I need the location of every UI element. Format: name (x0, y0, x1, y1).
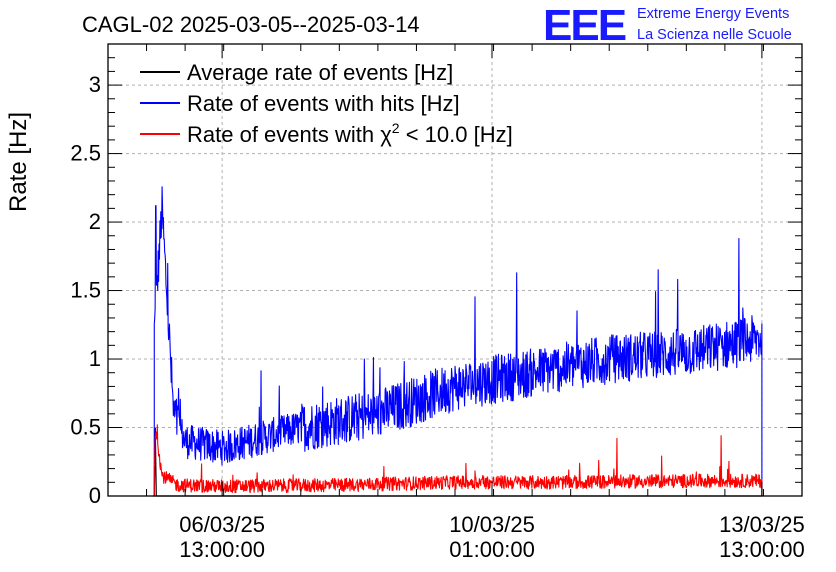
y-tick-labels: 0 0.5 1 1.5 2 2.5 3 (70, 72, 101, 508)
y-tick-label: 0.5 (70, 415, 101, 440)
y-tick-label: 2 (89, 209, 101, 234)
logo-line-2: La Scienza nelle Scuole (637, 27, 792, 43)
y-tick-label: 1 (89, 346, 101, 371)
legend-chi2-superscript: 2 (392, 120, 400, 136)
eee-logo: EEE Extreme Energy Events La Scienza nel… (543, 1, 792, 50)
y-axis-label: Rate [Hz] (5, 112, 32, 212)
eee-logo-text: EEE (543, 1, 626, 50)
y-tick-label: 1.5 (70, 278, 101, 303)
x-tick-label-date: 13/03/25 (719, 512, 805, 537)
x-tick-label-date: 10/03/25 (449, 512, 535, 537)
legend-chi2-prefix: Rate of events with (187, 122, 380, 147)
logo-line-1: Extreme Energy Events (637, 6, 789, 22)
legend-label-average: Average rate of events [Hz] (187, 60, 453, 85)
legend-label-chi2: Rate of events with χ2 < 10.0 [Hz] (187, 120, 513, 147)
x-tick-label-time: 01:00:00 (449, 537, 535, 562)
x-tick-label-date: 06/03/25 (179, 512, 265, 537)
chart-title: CAGL-02 2025-03-05--2025-03-14 (82, 12, 420, 37)
x-tick-label-time: 13:00:00 (719, 537, 805, 562)
x-tick-labels: 06/03/2513:00:0010/03/2501:00:0013/03/25… (179, 512, 804, 562)
y-tick-label: 2.5 (70, 141, 101, 166)
y-tick-label: 0 (89, 483, 101, 508)
y-tick-label: 3 (89, 72, 101, 97)
legend-chi-symbol: χ (380, 122, 392, 147)
series-chi2-line (153, 424, 763, 497)
legend-chi2-suffix: < 10.0 [Hz] (400, 122, 513, 147)
series-group (153, 186, 763, 497)
series-hits-line (153, 186, 763, 497)
x-tick-label-time: 13:00:00 (179, 537, 265, 562)
legend: Average rate of events [Hz] Rate of even… (140, 60, 513, 147)
legend-label-hits: Rate of events with hits [Hz] (187, 91, 460, 116)
axis-ticks (107, 44, 803, 497)
